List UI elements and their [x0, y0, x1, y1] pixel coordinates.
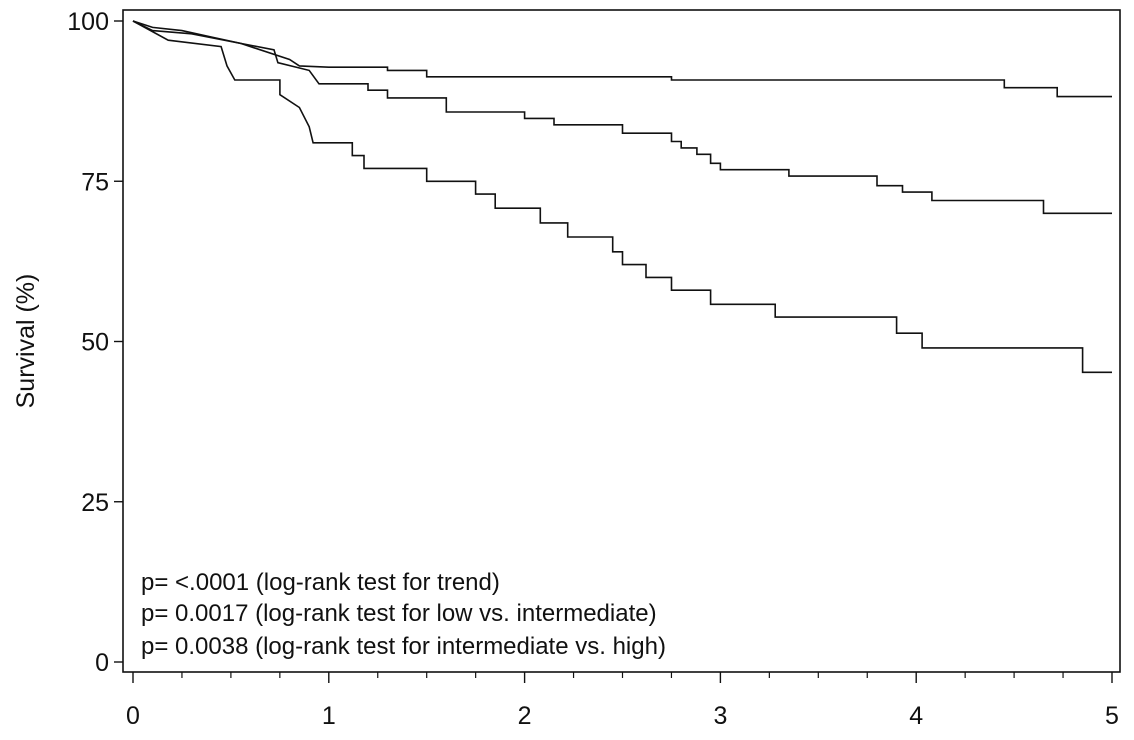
annotations: p= <.0001 (log-rank test for trend) p= 0.…: [141, 569, 666, 660]
y-tick-label: 100: [67, 8, 109, 36]
y-axis-title: Survival (%): [12, 274, 40, 409]
x-tick-label: 0: [126, 702, 140, 730]
x-tick-label: 3: [713, 702, 727, 730]
survival-curve-2: [132, 20, 1112, 215]
x-tick-label: 5: [1105, 702, 1119, 730]
x-tick-label: 4: [909, 702, 923, 730]
series-layer: [132, 20, 1112, 374]
y-tick-label: 50: [81, 329, 109, 357]
p-value-annotation: p= <.0001 (log-rank test for trend): [141, 569, 500, 596]
x-tick-label: 2: [518, 702, 532, 730]
x-axis: 0 1 2 3 4 5: [126, 672, 1119, 730]
y-axis: 0 25 50 75 100: [67, 8, 123, 677]
survival-curve-3: [132, 20, 1112, 374]
y-tick-label: 75: [81, 168, 109, 196]
x-tick-label: 1: [322, 702, 336, 730]
y-tick-label: 25: [81, 489, 109, 517]
p-value-annotation: p= 0.0038 (log-rank test for intermediat…: [141, 633, 666, 660]
p-value-annotation: p= 0.0017 (log-rank test for low vs. int…: [141, 600, 657, 627]
x-minor-ticks: [181, 672, 1064, 678]
y-tick-label: 0: [95, 649, 109, 677]
